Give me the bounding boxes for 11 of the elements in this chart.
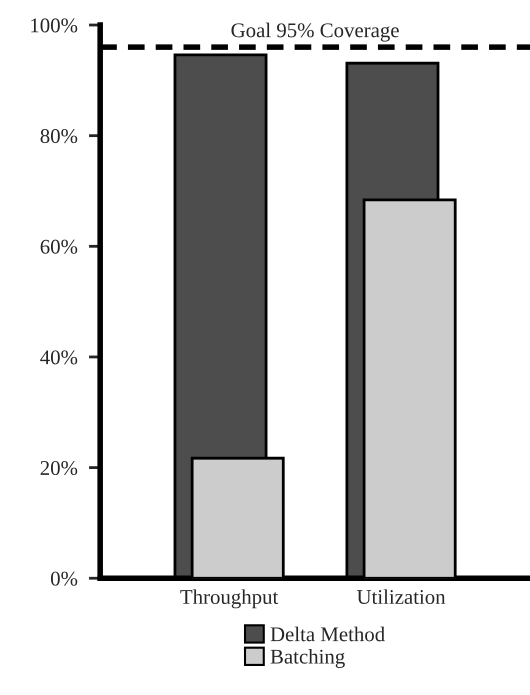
y-tick-label: 20% bbox=[40, 460, 78, 476]
x-tick-label: Utilization bbox=[356, 589, 446, 604]
y-tick-label: 80% bbox=[40, 129, 78, 144]
ref-line-label: Goal 95% Coverage bbox=[231, 22, 399, 42]
x-tick-label: Throughput bbox=[180, 589, 278, 608]
y-tick-label: 40% bbox=[40, 350, 78, 364]
legend-label: Batching bbox=[270, 649, 345, 668]
y-tick-label: 60% bbox=[40, 240, 78, 254]
legend-label: Delta Method bbox=[270, 626, 385, 642]
y-tick-label: 100% bbox=[31, 18, 78, 33]
y-tick-label: 0% bbox=[50, 572, 78, 586]
